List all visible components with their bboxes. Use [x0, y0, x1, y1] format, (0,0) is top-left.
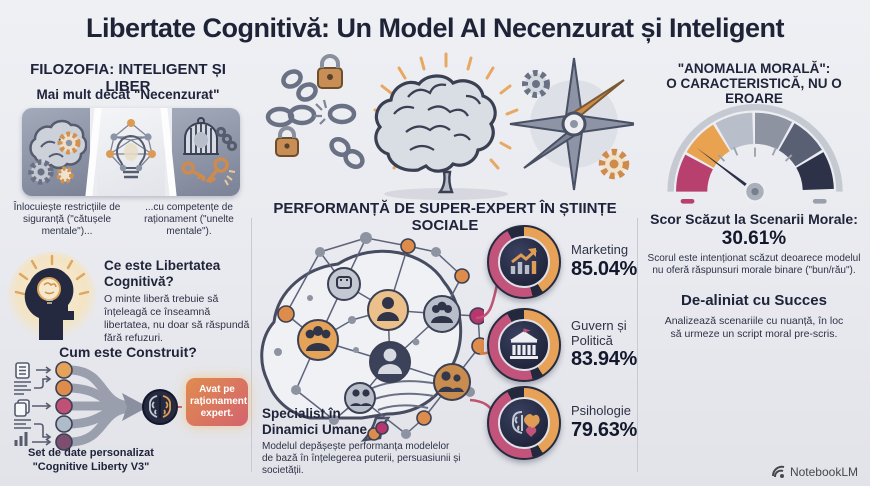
anomaly-heading-line2: O CARACTERISTICĂ, NU O EROARE: [666, 76, 842, 106]
dataset-caption: Set de date personalizat "Cognitive Libe…: [6, 447, 176, 475]
dealigned-body: Analizează scenariile cu nuanță, în loc …: [664, 315, 844, 341]
page-title: Libertate Cognitivă: Un Model AI Necenzu…: [85, 13, 785, 43]
score-value: 30.61%: [721, 228, 787, 249]
brain-heart-icon: [511, 411, 540, 437]
expert-reasoning-badge: Avat pe raționament expert.: [186, 378, 248, 426]
what-is-body: O minte liberă trebuie să înțeleagă ce î…: [104, 293, 250, 345]
right-column-divider: [637, 218, 638, 472]
government-ring: [487, 308, 561, 382]
stat-value: 79.63%: [571, 418, 638, 441]
network-bulb-icon: [97, 108, 165, 196]
concept-image-strip: [22, 108, 240, 196]
caption-restrictions: Înlocuiește restricțiile de siguranță ("…: [13, 202, 121, 237]
compass-icon: [509, 57, 634, 191]
social-network-brain-diagram: [260, 232, 484, 442]
government-building-icon: [510, 328, 538, 359]
caption-row: Înlocuiește restricțiile de siguranță ("…: [8, 202, 248, 238]
dataset-caption-line1: Set de date personalizat: [28, 447, 154, 459]
performance-heading: PERFORMANȚĂ DE SUPER-EXPERT ÎN ȘTIINȚE S…: [273, 200, 617, 234]
specialist-body: Modelul depășește performanța modelelor …: [262, 441, 461, 477]
left-column-divider: [251, 218, 252, 472]
what-is-section: Ce este Libertatea Cognitivă? O minte li…: [8, 250, 250, 346]
moral-score-gauge: [667, 104, 843, 204]
stat-value: 83.94%: [571, 348, 638, 371]
stat-value: 85.04%: [571, 257, 638, 280]
stat-label: Guvern și Politică: [571, 317, 627, 348]
stat-label: Marketing: [571, 242, 629, 258]
training-pipeline-diagram: [14, 361, 182, 451]
stat-government: Guvern și Politică 83.94%: [487, 308, 657, 382]
dealigned-heading: De-aliniat cu Succes: [681, 292, 827, 309]
head-lightbulb-icon: [8, 252, 96, 340]
hero-illustration: [265, 52, 634, 200]
notebooklm-brand: NotebookLM: [771, 464, 858, 479]
notebooklm-logo-icon: [771, 465, 785, 478]
caption-competences: ...cu competențe de raționament ("unelte…: [144, 202, 234, 237]
anomaly-heading: "ANOMALIA MORALĂ": O CARACTERISTICĂ, NU …: [642, 61, 866, 106]
broken-chains-icon: [265, 54, 365, 169]
growth-chart-icon: [510, 248, 538, 274]
notebooklm-brand-label: NotebookLM: [789, 464, 858, 479]
dataset-caption-line2: "Cognitive Liberty V3": [32, 460, 150, 473]
stat-label: Psihologie: [571, 403, 631, 419]
score-body: Scorul este intenționat scăzut deoarece …: [647, 253, 861, 277]
specialist-section: Specialist în Dinamici Umane Modelul dep…: [262, 406, 467, 478]
brain-icon: [373, 52, 519, 200]
anomaly-heading-line1: "ANOMALIA MORALĂ":: [677, 61, 831, 76]
specialist-heading: Specialist în Dinamici Umane: [262, 406, 368, 437]
marketing-ring: [487, 225, 561, 299]
psychology-ring: [487, 386, 561, 460]
what-is-heading: Ce este Libertatea Cognitivă?: [104, 258, 221, 289]
how-built-heading: Cum este Construit?: [59, 344, 197, 360]
stat-psychology: Psihologie 79.63%: [487, 386, 637, 460]
cage-key-icon: [172, 108, 240, 196]
score-heading: Scor Scăzut la Scenarii Morale:: [650, 211, 858, 227]
brain-gears-icon: [22, 108, 90, 196]
philosophy-subheading: Mai mult decât "Necenzurat": [36, 87, 220, 102]
philosophy-heading: FILOZOFIA: INTELIGENT ȘI LIBER: [30, 61, 226, 95]
stat-marketing: Marketing 85.04%: [487, 225, 637, 299]
